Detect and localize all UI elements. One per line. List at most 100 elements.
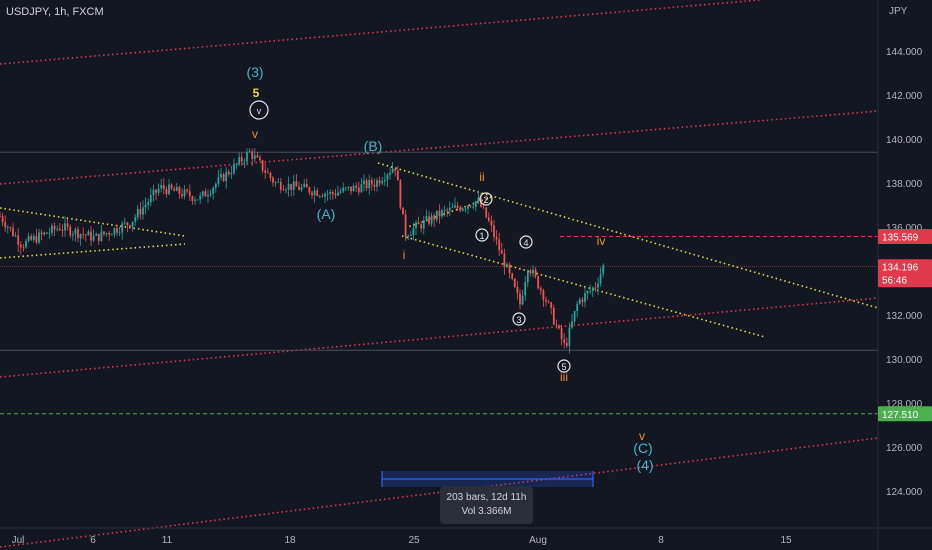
measure-range <box>381 471 594 487</box>
candle-body <box>305 183 308 188</box>
candle-body <box>100 231 103 241</box>
time-tick-label: Jul <box>12 535 25 546</box>
price-tag <box>878 406 932 422</box>
wave-label: (C) <box>633 440 652 456</box>
candle-body <box>355 185 358 188</box>
candle-body <box>425 216 428 221</box>
price-tick-label: 130.000 <box>886 355 923 366</box>
yellow-channel-line <box>377 162 879 309</box>
wave-label: 4 <box>523 238 528 248</box>
candle-body <box>396 170 399 181</box>
candle-body <box>121 223 124 233</box>
candle-body <box>477 197 480 202</box>
red-channel-line <box>0 110 879 185</box>
candle-body <box>331 192 334 194</box>
wave-circle <box>512 312 526 326</box>
candle-body <box>181 193 183 197</box>
price-tag-value: 135.569 <box>882 232 919 243</box>
candle-body <box>123 222 126 224</box>
candle-body <box>287 183 290 190</box>
yellow-channel-line <box>0 243 186 259</box>
candle-body <box>456 205 459 209</box>
wave-label: 3 <box>516 315 521 325</box>
candle-body <box>269 172 272 178</box>
candle-body <box>503 253 506 268</box>
candle-body <box>521 295 524 305</box>
candle-body <box>300 186 303 190</box>
candle-body <box>204 191 207 197</box>
candle-body <box>316 190 319 196</box>
candle-body <box>409 234 412 236</box>
candle-body <box>199 195 202 200</box>
candle-body <box>27 236 30 241</box>
candle-body <box>290 183 293 190</box>
candle-body <box>350 186 352 192</box>
candle-body <box>74 229 77 235</box>
price-tick-label: 144.000 <box>886 47 923 58</box>
horizontal-levels <box>0 151 878 415</box>
candle-body <box>261 160 264 171</box>
candle-body <box>482 206 485 208</box>
candle-body <box>285 189 287 191</box>
candle-body <box>344 187 347 189</box>
wave-label: 2 <box>483 195 488 205</box>
candle-body <box>25 240 27 248</box>
candle-body <box>225 171 228 182</box>
candle-body <box>274 182 277 184</box>
candle-body <box>508 264 511 274</box>
price-tag-value: 127.510 <box>882 410 919 421</box>
candle-body <box>394 168 397 171</box>
candle-body <box>90 231 92 241</box>
candle-body <box>186 189 189 192</box>
candle-body <box>222 174 225 182</box>
candle-body <box>149 195 152 203</box>
candle-body <box>183 189 186 197</box>
measure-tooltip: 203 bars, 12d 11h Vol 3.366M <box>440 486 533 524</box>
candle-body <box>6 227 9 228</box>
candle-body <box>235 163 238 165</box>
time-tick-label: 25 <box>408 535 420 546</box>
red-channel-line <box>0 437 879 548</box>
candle-body <box>160 184 163 189</box>
candle-body <box>14 235 17 237</box>
candle-body <box>500 250 503 254</box>
wave-label: (3) <box>246 64 263 80</box>
price-tag <box>878 259 932 288</box>
wave-label: (4) <box>636 457 653 473</box>
candle-body <box>448 207 451 211</box>
candle-body <box>129 225 131 228</box>
candle-body <box>266 172 269 174</box>
candle-body <box>214 183 217 188</box>
candle-body <box>30 236 33 240</box>
candle-body <box>246 152 248 162</box>
candle-body <box>602 265 605 274</box>
candle-body <box>105 233 108 235</box>
candle-body <box>40 232 43 235</box>
wave-circle <box>557 359 571 373</box>
wave-label: 5 <box>253 86 260 100</box>
candle-body <box>108 233 111 235</box>
candle-body <box>339 191 342 193</box>
candle-body <box>586 290 589 294</box>
candle-body <box>490 220 493 226</box>
trend-channels <box>0 0 879 548</box>
candle-body <box>472 206 475 208</box>
candle-body <box>201 191 204 196</box>
candle-body <box>43 232 46 235</box>
wave-label: iii <box>560 370 568 384</box>
symbol-title: USDJPY, 1h, FXCM <box>6 6 104 18</box>
candle-body <box>1 216 4 223</box>
candle-body <box>207 195 209 197</box>
candles <box>0 148 605 354</box>
candle-body <box>589 290 592 292</box>
candle-body <box>542 290 545 300</box>
candle-body <box>487 217 490 221</box>
candle-body <box>56 228 59 230</box>
candle-body <box>342 187 345 192</box>
candle-body <box>511 273 514 279</box>
candle-body <box>92 235 95 241</box>
wave-label: i <box>403 248 406 262</box>
candle-body <box>485 207 488 218</box>
candle-body <box>443 209 446 211</box>
